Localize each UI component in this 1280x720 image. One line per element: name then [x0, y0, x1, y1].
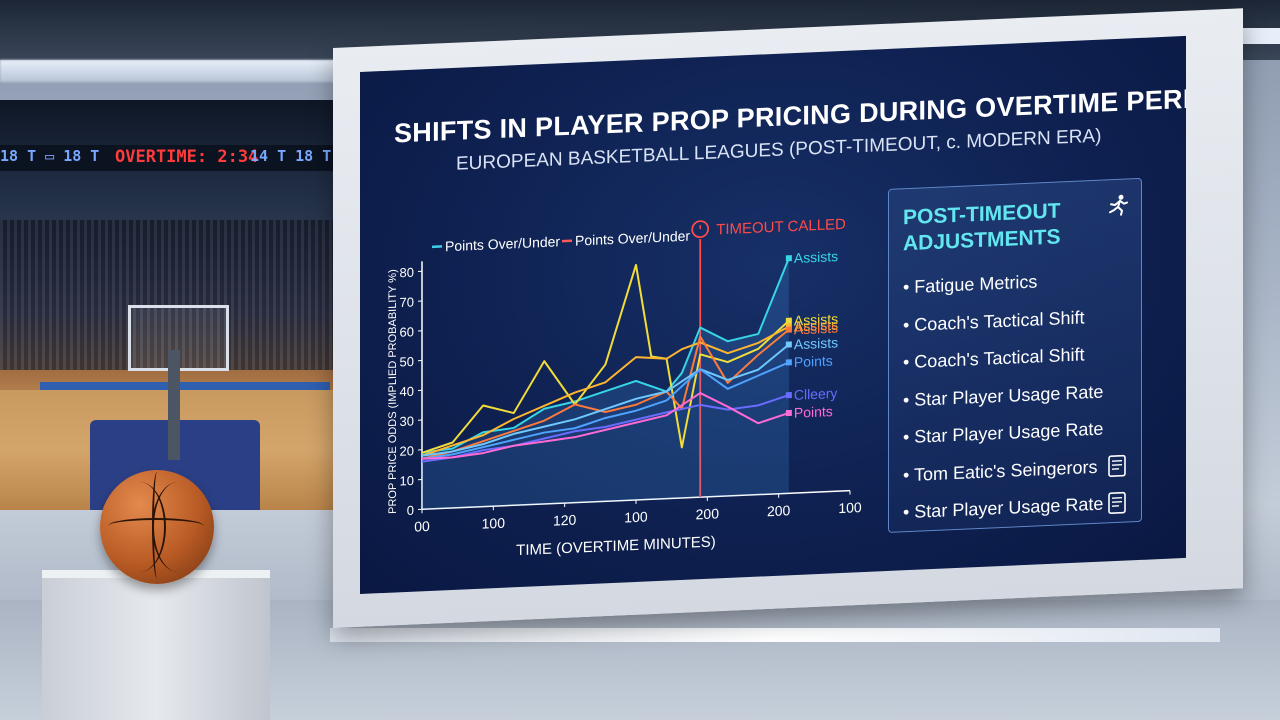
series-line — [421, 328, 790, 460]
series-end-marker — [785, 391, 792, 399]
hoop-pole — [168, 350, 180, 460]
series-end-marker — [785, 359, 792, 366]
panel-list-item: • Fatigue Metrics — [903, 271, 1038, 298]
panel-list-item: • Star Player Usage Rate — [903, 418, 1104, 448]
ceiling-light-right — [1240, 28, 1280, 44]
document-icon — [1108, 454, 1126, 477]
y-tick-label: 40 — [400, 384, 414, 400]
series-line — [422, 392, 790, 460]
panel-list-item: • Star Player Usage Rate — [903, 381, 1104, 410]
panel-list-item: • Star Player Usage Rate — [903, 493, 1104, 523]
series-label: Assists — [794, 334, 838, 352]
clock-icon — [691, 220, 710, 239]
series-label: Points — [794, 403, 833, 421]
series-line — [421, 325, 790, 457]
x-tick-label: 100 — [482, 515, 506, 532]
x-tick-label: 120 — [553, 512, 577, 529]
scoreboard-overtime-clock: OVERTIME: 2:34 — [115, 147, 259, 167]
floor-light-strip — [330, 628, 1220, 642]
display-pedestal — [42, 578, 270, 720]
y-tick-label: 50 — [400, 354, 414, 370]
series-end-marker — [785, 326, 792, 333]
series-label: Assists — [794, 317, 838, 335]
x-axis-label: TIME (OVERTIME MINUTES) — [516, 533, 716, 559]
runner-icon — [1109, 194, 1128, 216]
arena-scoreboard: 18 T ▭ 18 T OVERTIME: 2:34 14 T 18 T — [0, 145, 340, 171]
line-chart: 0 10 20 30 40 50 60 70 80 00 100 120 100 200 200 100 TIM… — [387, 216, 862, 559]
timeout-label: TIMEOUT CALLED — [716, 216, 846, 239]
series-label: Clleery — [794, 385, 838, 403]
scoreboard-right-text: 14 T 18 T — [250, 147, 332, 165]
series-end-marker — [785, 317, 792, 324]
series-label: Points — [794, 352, 833, 370]
series-label: Assists — [794, 311, 838, 329]
x-tick-label: 100 — [838, 499, 862, 516]
area-fill — [422, 258, 789, 510]
y-tick-label: 0 — [407, 503, 414, 518]
panel-title: POST-TIMEOUT ADJUSTMENTS — [903, 199, 1061, 256]
x-tick-label: 100 — [624, 508, 648, 525]
series-end-marker — [785, 341, 792, 348]
arena-crowd — [0, 220, 340, 370]
monitor-screen: SHIFTS IN PLAYER PROP PRICING DURING OVE… — [360, 35, 1186, 595]
y-tick-label: 70 — [400, 294, 414, 310]
x-tick-label: 200 — [696, 505, 720, 522]
series-label: Assists — [794, 248, 838, 266]
post-timeout-panel: POST-TIMEOUT ADJUSTMENTS • Fatigue Metri… — [888, 177, 1142, 533]
series-line — [421, 394, 790, 463]
y-tick-label: 10 — [400, 473, 414, 489]
legend-label: Points Over/Under — [575, 228, 690, 249]
series-label: Assists — [794, 320, 838, 338]
x-tick-label: 200 — [767, 502, 791, 519]
legend-label: Points Over/Under — [445, 233, 560, 254]
document-icon — [1108, 491, 1126, 515]
ceiling-light — [0, 60, 360, 82]
y-tick-label: 20 — [400, 443, 414, 459]
panel-list-item: • Tom Eatic's Seingerors — [903, 456, 1098, 485]
y-axis-label: PROP PRICE ODDS (IMPLIED PROBABILITY %) — [387, 269, 399, 514]
basketball-icon — [100, 470, 214, 584]
y-tick-label: 60 — [400, 324, 414, 340]
x-tick-label: 00 — [414, 518, 430, 535]
arena-backdrop: 18 T ▭ 18 T OVERTIME: 2:34 14 T 18 T — [0, 100, 340, 510]
series-line — [421, 361, 790, 460]
series-line — [421, 343, 790, 457]
y-tick-label: 30 — [400, 413, 414, 429]
panel-list-item: • Coach's Tactical Shift — [903, 344, 1085, 373]
y-tick-label: 80 — [400, 265, 414, 281]
series-end-marker — [785, 255, 792, 262]
panel-list-item: • Coach's Tactical Shift — [903, 306, 1085, 335]
series-end-marker — [785, 409, 792, 417]
series-line — [421, 263, 790, 454]
scoreboard-left-text: 18 T ▭ 18 T — [0, 147, 100, 165]
